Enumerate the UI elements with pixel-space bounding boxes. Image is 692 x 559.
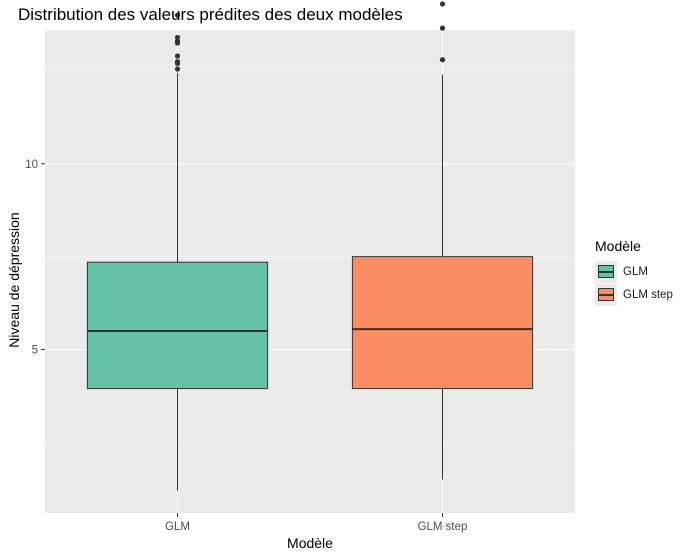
outlier-point: [439, 1, 446, 7]
legend-item-glm-step: GLM step: [595, 283, 673, 306]
chart-title: Distribution des valeurs prédites des de…: [18, 5, 403, 24]
box-glm: [86, 12, 269, 491]
boxes-layer: [86, 1, 534, 491]
outlier-point: [174, 34, 181, 41]
box-glm-step: [351, 1, 534, 480]
legend-label-glm: GLM: [623, 265, 648, 278]
x-tick-label: GLM: [165, 521, 190, 533]
y-axis: 5 10: [25, 159, 45, 357]
outlier-point: [174, 66, 181, 72]
legend-title: Modèle: [595, 238, 641, 254]
y-tick-label: 5: [32, 345, 38, 357]
outlier-point: [439, 57, 446, 63]
y-axis-label: Niveau de dépression: [6, 212, 22, 348]
x-axis: GLM GLM step: [165, 513, 467, 533]
legend-item-glm: GLM: [595, 260, 673, 283]
y-tick-label: 10: [25, 159, 38, 171]
outlier-point: [174, 53, 181, 59]
x-tick-label: GLM step: [418, 521, 468, 533]
x-axis-label: Modèle: [287, 535, 333, 551]
legend-swatch-glm-step: [598, 288, 614, 301]
legend-key-glm-step: [595, 283, 617, 306]
legend-key-glm: [595, 260, 617, 283]
outlier-point: [174, 12, 181, 18]
outlier-point: [174, 38, 181, 44]
legend-swatch-glm: [598, 265, 614, 278]
legend-label-glm-step: GLM step: [623, 288, 673, 301]
outlier-point: [174, 58, 181, 65]
iqr-box: [351, 256, 534, 390]
iqr-box: [86, 261, 269, 390]
legend: Modèle GLM GLM step: [595, 238, 673, 306]
outlier-point: [439, 25, 446, 31]
